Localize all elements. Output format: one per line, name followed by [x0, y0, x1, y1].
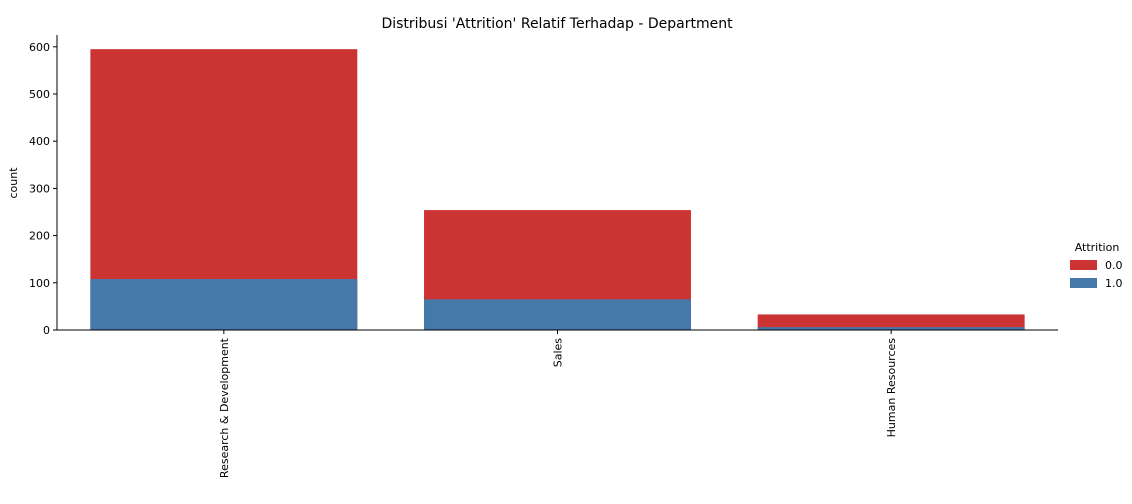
y-tick-label: 100	[29, 277, 50, 290]
y-tick-label: 500	[29, 88, 50, 101]
chart-title: Distribusi 'Attrition' Relatif Terhadap …	[381, 16, 733, 32]
x-tick-label-research-development: Research & Development	[218, 337, 231, 478]
bar-human-resources-attrition-0-0	[757, 314, 1025, 330]
y-tick-label: 200	[29, 230, 50, 243]
x-tick-label-human-resources: Human Resources	[885, 338, 898, 438]
bar-research-development-attrition-1-0	[90, 279, 358, 330]
legend-swatch-0-0	[1070, 260, 1097, 270]
legend-title: Attrition	[1075, 241, 1120, 254]
x-tick-label-sales: Sales	[552, 338, 565, 368]
y-tick-label: 0	[43, 324, 50, 337]
legend-label-1-0: 1.0	[1105, 277, 1123, 290]
y-axis: 0 100 200 300 400 500 600	[29, 35, 58, 337]
legend-swatch-1-0	[1070, 278, 1097, 288]
y-axis-label: count	[7, 167, 20, 199]
y-tick-label: 600	[29, 41, 50, 54]
bars	[90, 49, 1025, 330]
bar-sales-attrition-1-0	[424, 299, 691, 330]
x-axis: Research & Development Sales Human Resourc…	[57, 329, 1058, 478]
legend-label-0-0: 0.0	[1105, 259, 1123, 272]
legend: Attrition 0.0 1.0	[1070, 241, 1123, 290]
y-tick-label: 400	[29, 135, 50, 148]
y-tick-label: 300	[29, 182, 50, 195]
bar-human-resources-attrition-1-0	[757, 327, 1025, 330]
